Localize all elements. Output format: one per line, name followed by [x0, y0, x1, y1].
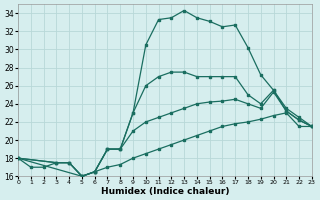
- X-axis label: Humidex (Indice chaleur): Humidex (Indice chaleur): [101, 187, 229, 196]
